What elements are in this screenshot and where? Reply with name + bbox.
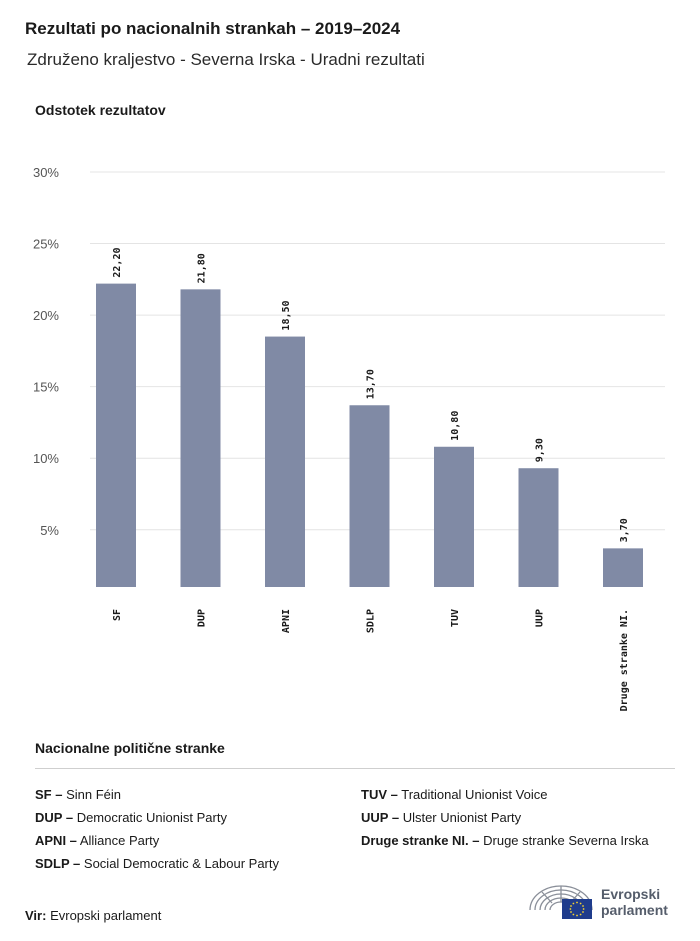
bar <box>349 405 390 587</box>
logo-line-2: parlament <box>601 902 668 918</box>
chart-title: Rezultati po nacionalnih strankah – 2019… <box>25 19 401 38</box>
legend-title: Nacionalne politične stranke <box>35 740 225 756</box>
legend-item-apni: APNI – Alliance Party <box>35 833 159 848</box>
bar <box>180 289 221 587</box>
bar <box>603 548 643 587</box>
source-label: Vir: <box>25 908 47 923</box>
logo-text: Evropski parlament <box>601 886 668 918</box>
bar <box>518 468 559 587</box>
data-label: 21,80 <box>197 253 208 283</box>
data-label: 18,50 <box>281 300 292 330</box>
legend-name: Ulster Unionist Party <box>402 810 522 825</box>
legend-item-tuv: TUV – Traditional Unionist Voice <box>361 787 547 802</box>
data-label: 9,30 <box>535 438 546 462</box>
legend-name: Druge stranke Severna Irska <box>483 833 649 848</box>
legend-name: Social Democratic & Labour Party <box>83 856 279 871</box>
legend-abbr: APNI – <box>35 833 77 848</box>
y-tick-label: 30% <box>33 165 59 180</box>
bar <box>265 336 305 587</box>
logo-line-1: Evropski <box>601 886 661 902</box>
x-tick-label: SDLP <box>366 609 377 633</box>
legend-abbr: SDLP – <box>35 856 81 871</box>
european-parliament-logo: Evropski parlament <box>528 882 678 924</box>
y-axis-label: Odstotek rezultatov <box>35 102 166 118</box>
legend-item-uup: UUP – Ulster Unionist Party <box>361 810 521 825</box>
x-tick-label: DUP <box>197 609 208 627</box>
legend-abbr: SF – <box>35 787 63 802</box>
data-label: 10,80 <box>450 411 461 441</box>
x-tick-label: TUV <box>450 609 461 627</box>
legend-name: Traditional Unionist Voice <box>401 787 548 802</box>
legend-item-dup: DUP – Democratic Unionist Party <box>35 810 227 825</box>
legend-item-sf: SF – Sinn Féin <box>35 787 121 802</box>
x-tick-label: UUP <box>535 609 546 627</box>
y-tick-label: 10% <box>33 451 59 466</box>
legend-abbr: UUP – <box>361 810 400 825</box>
legend-name: Democratic Unionist Party <box>76 810 227 825</box>
bar <box>96 283 136 587</box>
legend-divider <box>35 768 675 769</box>
bar <box>434 446 474 587</box>
chart-subtitle: Združeno kraljestvo - Severna Irska - Ur… <box>27 50 425 69</box>
legend-name: Sinn Féin <box>66 787 122 802</box>
legend-abbr: TUV – <box>361 787 398 802</box>
data-label: 3,70 <box>619 518 630 542</box>
x-tick-label: Druge stranke NI. <box>619 609 630 711</box>
european-parliament-hemicycle-icon <box>529 885 593 919</box>
y-tick-label: 20% <box>33 308 59 323</box>
legend-item-other: Druge stranke NI. – Druge stranke Severn… <box>361 833 649 848</box>
x-tick-label: APNI <box>281 609 292 633</box>
y-tick-label: 25% <box>33 237 59 252</box>
data-label: 13,70 <box>366 369 377 399</box>
source-value: Evropski parlament <box>50 908 162 923</box>
data-label: 22,20 <box>112 248 123 278</box>
y-tick-label: 15% <box>33 380 59 395</box>
legend-abbr: Druge stranke NI. – <box>361 833 480 848</box>
legend-item-sdlp: SDLP – Social Democratic & Labour Party <box>35 856 279 871</box>
legend-abbr: DUP – <box>35 810 74 825</box>
y-tick-label: 5% <box>40 523 59 538</box>
source-line: Vir: Evropski parlament <box>25 908 161 923</box>
bar-chart: 5% 10% 15% 20% 25% 30% 22,20 SF 21,80 DUP 18,50 APN… <box>33 165 665 711</box>
x-tick-label: SF <box>112 609 123 621</box>
legend-name: Alliance Party <box>79 833 160 848</box>
